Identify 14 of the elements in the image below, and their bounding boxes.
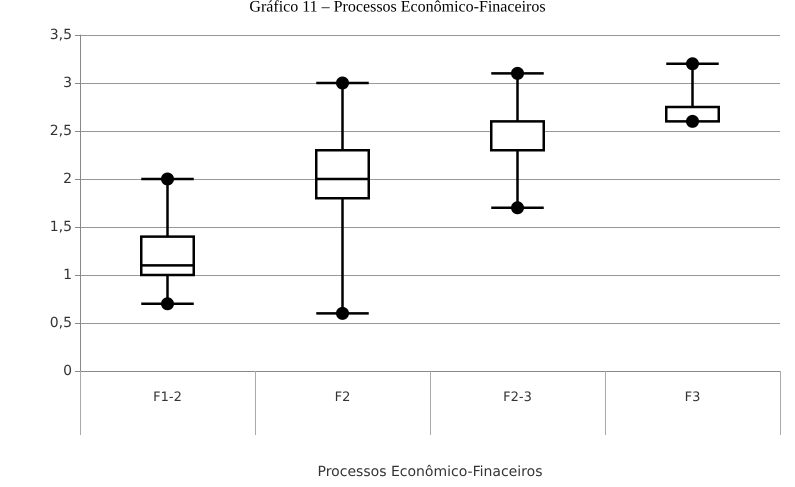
y-tick-label: 1,5: [50, 219, 72, 235]
x-tick-label: F3: [684, 390, 700, 405]
x-tick-label: F2-3: [503, 390, 532, 405]
y-tick-label: 2,5: [50, 123, 72, 139]
chart-title: Gráfico 11 – Processos Econômico-Finaceiros: [249, 0, 546, 16]
x-tick-label: F2: [334, 390, 350, 405]
y-tick-label: 2: [63, 171, 72, 187]
y-tick-label: 0: [63, 363, 72, 379]
y-tick-label: 1: [63, 267, 72, 283]
y-tick-label: 3,5: [50, 27, 72, 43]
x-axis-title: Processos Econômico-Finaceiros: [318, 464, 542, 480]
x-tick-label: F1-2: [153, 390, 182, 405]
y-tick-label: 0,5: [50, 315, 72, 331]
y-tick-label: 3: [63, 75, 72, 91]
